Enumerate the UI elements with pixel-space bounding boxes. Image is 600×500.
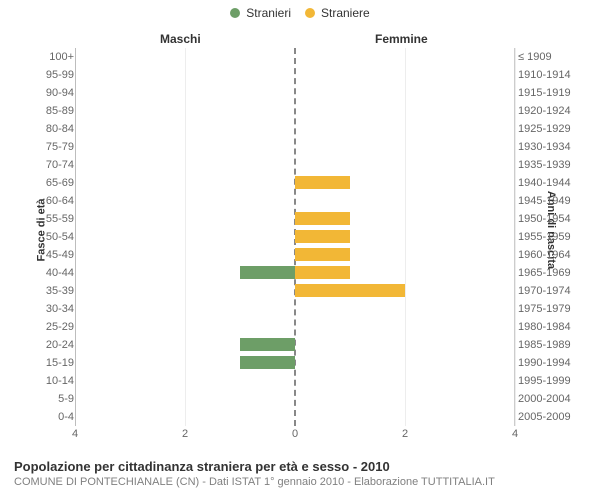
age-label: 5-9: [58, 393, 74, 405]
age-label: 100+: [49, 51, 74, 63]
birth-year-label: 1965-1969: [518, 267, 571, 279]
pyramid-row: [75, 48, 515, 66]
bar-male[interactable]: [240, 338, 295, 351]
age-label: 50-54: [46, 231, 74, 243]
age-label: 40-44: [46, 267, 74, 279]
age-label: 70-74: [46, 159, 74, 171]
birth-year-label: 1980-1984: [518, 321, 571, 333]
birth-year-label: 1950-1954: [518, 213, 571, 225]
age-label: 35-39: [46, 285, 74, 297]
age-label: 95-99: [46, 69, 74, 81]
pyramid-row: [75, 372, 515, 390]
pyramid-row: [75, 138, 515, 156]
pyramid-row: [75, 210, 515, 228]
x-tick-label: 4: [72, 428, 78, 440]
subheader-male: Maschi: [160, 32, 201, 46]
age-label: 0-4: [58, 411, 74, 423]
age-label: 55-59: [46, 213, 74, 225]
pyramid-row: [75, 408, 515, 426]
x-tick-label: 4: [512, 428, 518, 440]
bar-male[interactable]: [240, 266, 295, 279]
bar-female[interactable]: [295, 230, 350, 243]
pyramid-row: [75, 246, 515, 264]
birth-year-label: 1960-1964: [518, 249, 571, 261]
age-label: 30-34: [46, 303, 74, 315]
footer: Popolazione per cittadinanza straniera p…: [14, 459, 495, 488]
birth-year-label: ≤ 1909: [518, 51, 552, 63]
age-label: 25-29: [46, 321, 74, 333]
birth-year-label: 1985-1989: [518, 339, 571, 351]
birth-year-label: 1975-1979: [518, 303, 571, 315]
chart-title: Popolazione per cittadinanza straniera p…: [14, 459, 495, 474]
x-tick-label: 0: [292, 428, 298, 440]
birth-year-label: 1940-1944: [518, 177, 571, 189]
chart-subtitle: COMUNE DI PONTECHIANALE (CN) - Dati ISTA…: [14, 476, 495, 488]
birth-year-label: 1935-1939: [518, 159, 571, 171]
x-tick-label: 2: [182, 428, 188, 440]
age-label: 15-19: [46, 357, 74, 369]
chart-frame: Fasce di età Anni di nascita Maschi Femm…: [0, 20, 600, 440]
pyramid-row: [75, 84, 515, 102]
plot-area: [75, 48, 515, 426]
birth-year-label: 1925-1929: [518, 123, 571, 135]
bar-female[interactable]: [295, 212, 350, 225]
birth-year-label: 2000-2004: [518, 393, 571, 405]
age-label: 60-64: [46, 195, 74, 207]
birth-year-label: 1910-1914: [518, 69, 571, 81]
age-label: 45-49: [46, 249, 74, 261]
age-label: 85-89: [46, 105, 74, 117]
pyramid-row: [75, 192, 515, 210]
legend-swatch-male: [230, 8, 240, 18]
birth-year-label: 1995-1999: [518, 375, 571, 387]
pyramid-row: [75, 300, 515, 318]
age-label: 10-14: [46, 375, 74, 387]
age-label: 80-84: [46, 123, 74, 135]
subheader-female: Femmine: [375, 32, 428, 46]
pyramid-row: [75, 102, 515, 120]
pyramid-row: [75, 336, 515, 354]
legend-label-female: Straniere: [321, 6, 370, 20]
bar-female[interactable]: [295, 266, 350, 279]
birth-year-label: 1955-1959: [518, 231, 571, 243]
pyramid-row: [75, 354, 515, 372]
legend: Stranieri Straniere: [0, 0, 600, 20]
pyramid-row: [75, 228, 515, 246]
birth-year-label: 1915-1919: [518, 87, 571, 99]
birth-year-label: 1920-1924: [518, 105, 571, 117]
birth-year-label: 1930-1934: [518, 141, 571, 153]
bar-female[interactable]: [295, 176, 350, 189]
age-label: 20-24: [46, 339, 74, 351]
birth-year-label: 1970-1974: [518, 285, 571, 297]
birth-year-label: 2005-2009: [518, 411, 571, 423]
pyramid-chart-container: { "legend": { "male": { "label": "Strani…: [0, 0, 600, 500]
pyramid-row: [75, 282, 515, 300]
pyramid-row: [75, 156, 515, 174]
birth-year-label: 1945-1949: [518, 195, 571, 207]
age-label: 65-69: [46, 177, 74, 189]
pyramid-row: [75, 318, 515, 336]
bar-female[interactable]: [295, 248, 350, 261]
pyramid-row: [75, 174, 515, 192]
bar-male[interactable]: [240, 356, 295, 369]
legend-item-male[interactable]: Stranieri: [230, 6, 291, 20]
legend-label-male: Stranieri: [246, 6, 291, 20]
pyramid-row: [75, 120, 515, 138]
pyramid-row: [75, 66, 515, 84]
bar-female[interactable]: [295, 284, 405, 297]
pyramid-row: [75, 264, 515, 282]
age-label: 75-79: [46, 141, 74, 153]
legend-item-female[interactable]: Straniere: [305, 6, 370, 20]
legend-swatch-female: [305, 8, 315, 18]
age-label: 90-94: [46, 87, 74, 99]
pyramid-row: [75, 390, 515, 408]
x-tick-label: 2: [402, 428, 408, 440]
birth-year-label: 1990-1994: [518, 357, 571, 369]
